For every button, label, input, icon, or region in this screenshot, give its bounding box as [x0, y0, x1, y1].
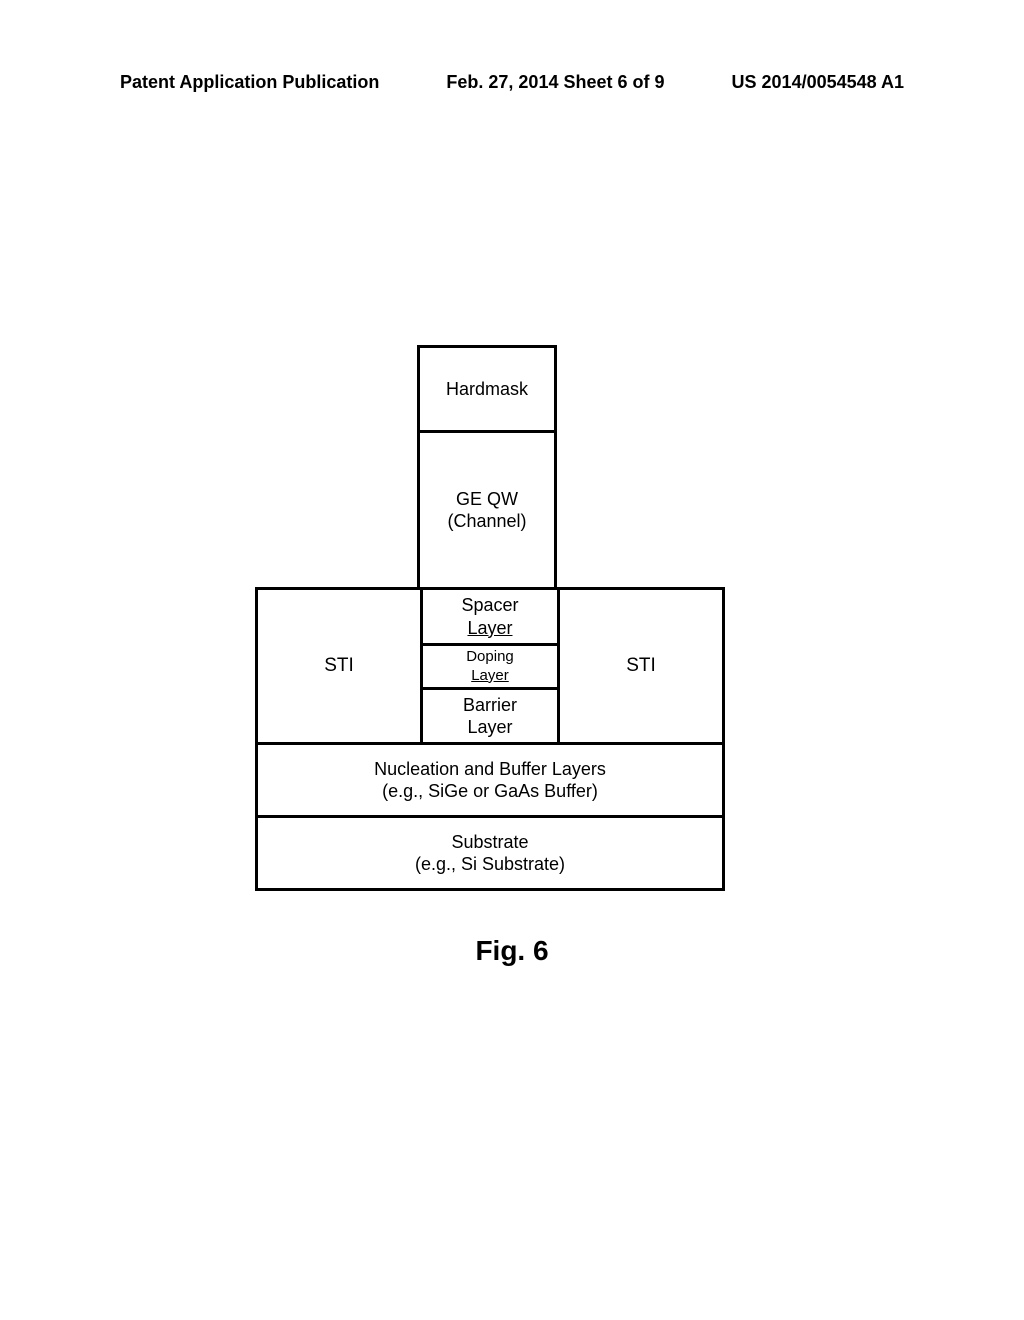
sti-left-label: STI [324, 655, 354, 677]
layer-diagram: Hardmask GE QW (Channel) STI Spacer Laye… [255, 345, 725, 891]
fin-column: Hardmask GE QW (Channel) [417, 345, 557, 590]
sti-right-label: STI [626, 655, 656, 677]
spacer-line2: Layer [467, 618, 512, 638]
doping-layer: Doping Layer [420, 643, 560, 687]
spacer-label: Spacer Layer [461, 594, 518, 639]
spacer-line1: Spacer [461, 595, 518, 615]
geqw-label: GE QW (Channel) [447, 488, 526, 533]
nuc-line2: (e.g., SiGe or GaAs Buffer) [382, 781, 598, 801]
doping-line2: Layer [471, 667, 509, 684]
sti-left: STI [255, 587, 420, 745]
caption-text: Fig. 6 [475, 935, 548, 966]
header-left: Patent Application Publication [120, 72, 379, 93]
hardmask-label: Hardmask [446, 378, 528, 401]
barrier-line1: Barrier [463, 695, 517, 715]
hardmask-layer: Hardmask [417, 345, 557, 430]
sti-right: STI [560, 587, 725, 745]
doping-line1: Doping [466, 648, 514, 665]
barrier-line2: Layer [467, 717, 512, 737]
mid-layer-stack: Spacer Layer Doping Layer Barrier Layer [420, 587, 560, 745]
header-right: US 2014/0054548 A1 [732, 72, 904, 93]
page-header: Patent Application Publication Feb. 27, … [120, 72, 904, 93]
header-center: Feb. 27, 2014 Sheet 6 of 9 [446, 72, 664, 93]
spacer-layer: Spacer Layer [420, 587, 560, 643]
ge-qw-channel-layer: GE QW (Channel) [417, 430, 557, 590]
sub-label: Substrate (e.g., Si Substrate) [415, 831, 565, 876]
barrier-label: Barrier Layer [463, 694, 517, 739]
sti-row: STI Spacer Layer Doping Layer [255, 587, 725, 745]
geqw-line1: GE QW [456, 489, 518, 509]
nucleation-buffer-layer: Nucleation and Buffer Layers (e.g., SiGe… [255, 742, 725, 818]
figure-caption: Fig. 6 [0, 935, 1024, 967]
page: Patent Application Publication Feb. 27, … [0, 0, 1024, 1320]
substrate-layer: Substrate (e.g., Si Substrate) [255, 815, 725, 891]
sub-line1: Substrate [451, 832, 528, 852]
doping-label: Doping Layer [466, 648, 514, 686]
nuc-label: Nucleation and Buffer Layers (e.g., SiGe… [374, 758, 606, 803]
geqw-line2: (Channel) [447, 511, 526, 531]
barrier-layer: Barrier Layer [420, 687, 560, 745]
sub-line2: (e.g., Si Substrate) [415, 854, 565, 874]
nuc-line1: Nucleation and Buffer Layers [374, 759, 606, 779]
